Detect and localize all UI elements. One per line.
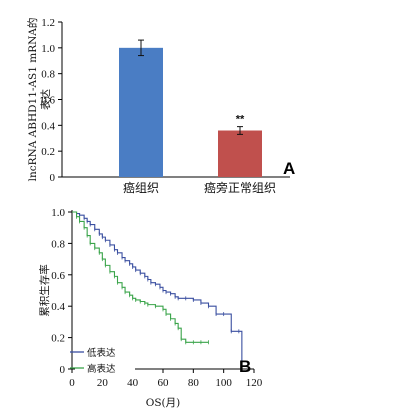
y-tick-label: 0.6	[51, 270, 65, 282]
x-tick-label: 20	[97, 377, 109, 389]
y-tick-label: 0	[60, 364, 66, 376]
y-axis-label-line2: 表达	[39, 89, 52, 110]
x-tick-label: 120	[246, 377, 263, 389]
y-tick-label: 0.2	[41, 146, 55, 158]
y-ticks: 0 0.2 0.4 0.6 0.8 1.0	[51, 207, 72, 376]
survival-chart-panel: 00.20.40.60.81.0 0 20 40 60 80 100 120 低表达高表达 …	[38, 207, 263, 409]
x-tick-label: 80	[188, 377, 200, 389]
x-tick-label: 60	[158, 377, 170, 389]
x-ticks: 0 20 40 60 80 100 120	[69, 369, 263, 389]
legend-label: 高表达	[87, 363, 116, 375]
survival-curve	[72, 211, 209, 343]
legend-background	[75, 342, 135, 376]
y-tick-label: 0.6	[41, 95, 55, 107]
bar	[218, 130, 262, 177]
y-tick-label: 1.0	[41, 43, 55, 55]
y-axis-label: 累积生存率	[38, 264, 51, 317]
y-tick-label: 0.4	[41, 120, 55, 132]
category-labels: 癌组织 癌旁正常组织	[123, 180, 276, 195]
y-axis-label: lncRNA ABHD11-AS1 mRNA的	[26, 18, 39, 182]
y-tick-label: 0.4	[51, 301, 65, 313]
bars: **	[119, 39, 262, 178]
category-label: 癌旁正常组织	[204, 180, 276, 195]
panel-label: B	[239, 357, 251, 376]
survival-curves	[72, 211, 243, 371]
y-tick-label: 0.8	[41, 69, 55, 81]
x-tick-label: 40	[127, 377, 139, 389]
y-ticks: 0 0.2 0.4 0.6 0.8 1.0 1.2	[41, 17, 62, 184]
y-tick-label: 1.2	[41, 17, 55, 29]
panel-label: A	[283, 159, 295, 178]
x-tick-label: 0	[69, 377, 75, 389]
y-tick-label: 0.8	[51, 238, 65, 250]
legend-label: 低表达	[87, 347, 116, 359]
category-label: 癌组织	[123, 180, 159, 195]
bar	[119, 47, 163, 178]
y-tick-label: 1.0	[51, 207, 65, 219]
significance-marker: **	[236, 114, 245, 126]
x-axis-label: OS(月)	[146, 397, 181, 409]
y-tick-label: 0.2	[51, 333, 65, 345]
x-tick-label: 100	[215, 377, 232, 389]
bar-chart-panel: 0 0.2 0.4 0.6 0.8 1.0 1.2 ** 癌组织 癌旁正常组织 lncRNA …	[26, 17, 295, 195]
y-tick-label: 0	[50, 172, 56, 184]
